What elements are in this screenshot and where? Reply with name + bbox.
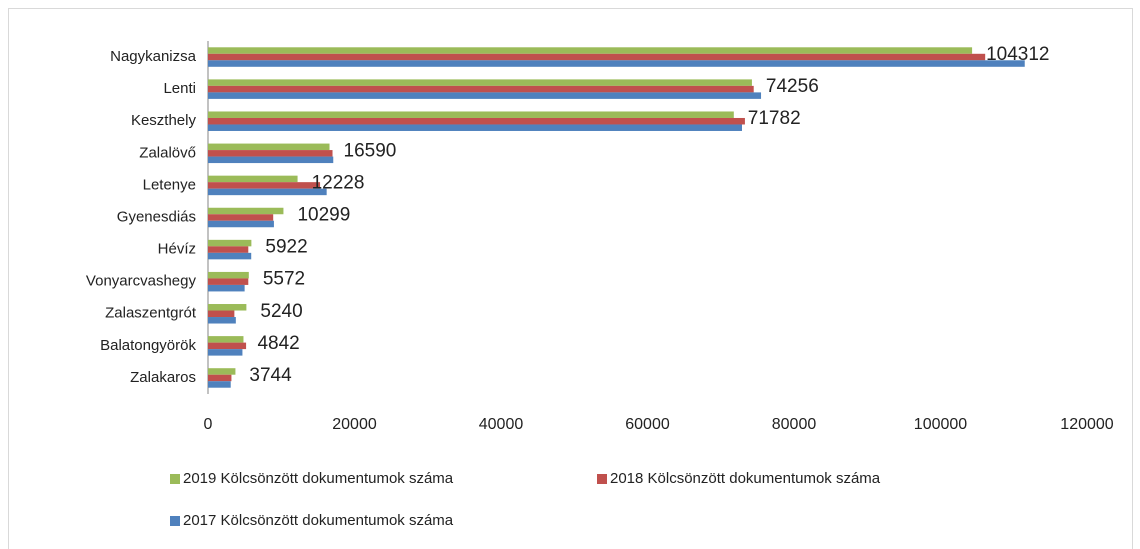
data-label: 5922 bbox=[265, 237, 307, 258]
bar bbox=[208, 278, 249, 285]
x-tick-label: 120000 bbox=[1060, 416, 1113, 433]
legend-label: 2019 Kölcsönzött dokumentumok száma bbox=[183, 470, 454, 487]
bar bbox=[208, 156, 334, 164]
bar bbox=[208, 220, 274, 228]
y-tick-label: Nagykanizsa bbox=[110, 48, 197, 65]
data-label: 74256 bbox=[766, 76, 819, 97]
bar bbox=[208, 124, 742, 131]
y-tick-label: Zalalövő bbox=[139, 144, 196, 161]
y-tick-label: Gyenesdiás bbox=[117, 208, 196, 225]
bar bbox=[208, 381, 231, 388]
legend-swatch bbox=[597, 474, 607, 484]
legend-swatch bbox=[170, 474, 180, 484]
x-tick-label: 0 bbox=[204, 416, 213, 433]
bar bbox=[208, 175, 298, 183]
y-tick-label: Lenti bbox=[163, 80, 196, 97]
x-tick-label: 40000 bbox=[479, 416, 524, 433]
y-tick-label: Keszthely bbox=[131, 112, 197, 129]
bar bbox=[208, 111, 734, 118]
bar bbox=[208, 214, 274, 221]
bar bbox=[208, 117, 745, 125]
bar bbox=[208, 143, 330, 151]
x-tick-label: 100000 bbox=[914, 416, 967, 433]
bar bbox=[208, 150, 333, 157]
bar bbox=[208, 317, 236, 324]
bar bbox=[208, 342, 247, 350]
y-tick-label: Letenye bbox=[143, 176, 196, 193]
bar bbox=[208, 182, 321, 189]
x-tick-label: 20000 bbox=[332, 416, 377, 433]
bar bbox=[208, 271, 249, 279]
x-tick-label: 80000 bbox=[772, 416, 817, 433]
y-tick-label: Vonyarcvashegy bbox=[86, 273, 197, 290]
data-label: 4842 bbox=[257, 333, 299, 354]
x-tick-label: 60000 bbox=[625, 416, 670, 433]
y-tick-label: Hévíz bbox=[158, 241, 196, 258]
data-label: 16590 bbox=[344, 140, 397, 161]
legend-swatch bbox=[170, 516, 180, 526]
bar bbox=[208, 47, 973, 54]
bar bbox=[208, 284, 245, 292]
bar bbox=[208, 252, 252, 260]
bar bbox=[208, 310, 235, 318]
data-label: 5572 bbox=[263, 269, 305, 290]
bar bbox=[208, 85, 754, 93]
data-label: 5240 bbox=[260, 301, 302, 322]
y-tick-label: Balatongyörök bbox=[100, 337, 196, 354]
bar bbox=[208, 60, 1025, 67]
legend-label: 2018 Kölcsönzött dokumentumok száma bbox=[610, 470, 881, 487]
chart-border bbox=[8, 8, 1133, 549]
bar bbox=[208, 188, 327, 196]
bar bbox=[208, 374, 232, 382]
bar bbox=[208, 207, 284, 215]
bar bbox=[208, 304, 247, 311]
bar bbox=[208, 368, 236, 375]
data-label: 10299 bbox=[297, 205, 350, 226]
bar bbox=[208, 349, 243, 356]
y-tick-label: Zalaszentgrót bbox=[105, 305, 197, 322]
data-label: 3744 bbox=[249, 365, 292, 386]
bar bbox=[208, 239, 252, 247]
data-label: 12228 bbox=[312, 172, 365, 193]
bar bbox=[208, 336, 244, 343]
bar bbox=[208, 246, 249, 253]
y-tick-label: Zalakaros bbox=[130, 369, 196, 386]
legend-label: 2017 Kölcsönzött dokumentumok száma bbox=[183, 512, 454, 529]
bar bbox=[208, 92, 762, 99]
bar bbox=[208, 79, 752, 86]
bar bbox=[208, 53, 986, 61]
data-label: 71782 bbox=[748, 108, 801, 129]
data-label: 104312 bbox=[986, 44, 1049, 65]
